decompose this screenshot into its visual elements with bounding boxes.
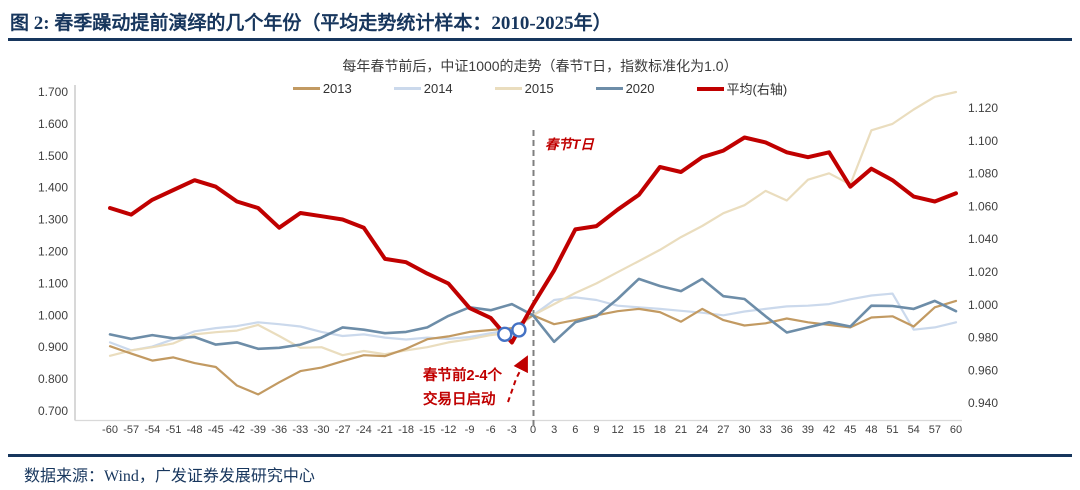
x-axis-tick-label: 3 (551, 424, 557, 436)
x-axis-tick-label: 33 (760, 424, 772, 436)
x-axis-tick-label: 42 (823, 424, 835, 436)
x-axis-tick-label: 60 (950, 424, 962, 436)
legend-label: 2014 (423, 81, 453, 96)
x-axis-tick-label: 57 (929, 424, 941, 436)
x-axis-tick-label: -42 (229, 424, 245, 436)
left-axis-tick-label: 1.600 (38, 117, 68, 131)
x-axis-tick-label: 18 (654, 424, 666, 436)
title-divider (8, 38, 1072, 41)
x-axis-tick-label: 24 (696, 424, 708, 436)
x-axis-tick-label: -39 (250, 424, 266, 436)
left-axis-tick-label: 0.700 (38, 404, 68, 418)
right-axis-tick-label: 0.960 (968, 363, 998, 377)
legend-label: 2013 (322, 81, 352, 96)
right-axis-tick-label: 1.120 (968, 101, 998, 115)
x-axis-tick-label: 45 (844, 424, 856, 436)
x-axis-tick-label: 36 (781, 424, 793, 436)
left-axis-tick-label: 1.500 (38, 149, 68, 163)
source-divider (8, 454, 1072, 457)
x-axis-tick-label: -15 (419, 424, 435, 436)
x-axis-tick-label: 27 (717, 424, 729, 436)
series-line- (108, 135, 958, 345)
left-axis-tick-label: 1.000 (38, 308, 68, 322)
x-axis-tick-label: -30 (314, 424, 330, 436)
x-axis-tick-label: -21 (377, 424, 393, 436)
x-axis-tick-label: -6 (486, 424, 496, 436)
x-axis-tick-label: -60 (102, 424, 118, 436)
right-axis-tick-label: 1.080 (968, 167, 998, 181)
x-axis-tick-label: 6 (572, 424, 578, 436)
legend-label: 平均(右轴) (726, 82, 788, 97)
x-axis-tick-label: 0 (530, 424, 536, 436)
legend-item-2014: 2014 (393, 81, 453, 96)
x-axis-tick-label: 51 (886, 424, 898, 436)
legend-label: 2020 (625, 81, 655, 96)
legend-item-2013: 2013 (292, 81, 352, 96)
legend-swatch (494, 87, 522, 90)
x-axis-tick-label: 15 (633, 424, 645, 436)
x-axis-tick-label: 39 (802, 424, 814, 436)
legend-swatch (292, 87, 320, 90)
left-axis-tick-label: 1.200 (38, 245, 68, 259)
x-axis-tick-label: 21 (675, 424, 687, 436)
x-axis-tick-label: -36 (271, 424, 287, 436)
legend-item-: 平均(右轴) (696, 79, 788, 98)
cny-day-label: 春节T日 (545, 137, 595, 152)
x-axis-tick-label: -27 (335, 424, 351, 436)
x-axis-tick-label: -24 (356, 424, 372, 436)
x-axis-tick-label: -9 (465, 424, 475, 436)
chart-legend: 2013 2014 2015 2020 平均(右轴) (0, 79, 1080, 98)
left-axis-tick-label: 0.800 (38, 372, 68, 386)
callout-label-line2: 交易日启动 (423, 390, 496, 408)
x-axis-tick-label: -33 (292, 424, 308, 436)
right-axis-tick-label: 0.940 (968, 396, 998, 410)
x-axis-tick-label: 12 (611, 424, 623, 436)
callout-label-line1: 春节前2-4个 (423, 366, 502, 384)
legend-item-2020: 2020 (595, 81, 655, 96)
chart-subtitle: 每年春节前后，中证1000的走势（春节T日，指数标准化为1.0） (342, 58, 738, 74)
start-day-marker (497, 326, 513, 342)
x-axis-tick-label: -45 (208, 424, 224, 436)
right-axis-tick-label: 1.100 (968, 134, 998, 148)
right-axis-tick-label: 1.020 (968, 265, 998, 279)
x-axis-tick-label: -48 (187, 424, 203, 436)
legend-swatch (393, 87, 421, 90)
start-day-marker (511, 322, 527, 338)
x-axis-tick-label: -12 (440, 424, 456, 436)
series-line-2020 (108, 277, 958, 351)
x-axis-tick-label: -57 (123, 424, 139, 436)
x-axis-tick-label: -3 (507, 424, 517, 436)
callout-arrow (507, 355, 528, 403)
x-axis-tick-label: -51 (165, 424, 181, 436)
legend-item-2015: 2015 (494, 81, 554, 96)
left-axis-tick-label: 0.900 (38, 340, 68, 354)
right-axis-tick-label: 1.060 (968, 199, 998, 213)
right-axis-tick-label: 1.040 (968, 232, 998, 246)
legend-swatch (696, 86, 724, 91)
data-source: 数据来源：Wind，广发证券发展研究中心 (24, 468, 315, 485)
right-axis-tick-label: 1.000 (968, 298, 998, 312)
legend-label: 2015 (524, 81, 554, 96)
left-axis-tick-label: 1.100 (38, 276, 68, 290)
x-axis-tick-label: -18 (398, 424, 414, 436)
left-axis-tick-label: 1.300 (38, 213, 68, 227)
x-axis-tick-label: 9 (593, 424, 599, 436)
x-axis-tick-label: 54 (908, 424, 920, 436)
figure-title: 图 2: 春季躁动提前演绎的几个年份（平均走势统计样本：2010-2025年） (10, 13, 612, 34)
left-axis-tick-label: 1.400 (38, 181, 68, 195)
x-axis-tick-label: 30 (738, 424, 750, 436)
legend-swatch (595, 87, 623, 90)
left-axis-tick-label: 1.700 (38, 85, 68, 99)
right-axis-tick-label: 0.980 (968, 331, 998, 345)
x-axis-tick-label: -54 (144, 424, 160, 436)
x-axis-tick-label: 48 (865, 424, 877, 436)
